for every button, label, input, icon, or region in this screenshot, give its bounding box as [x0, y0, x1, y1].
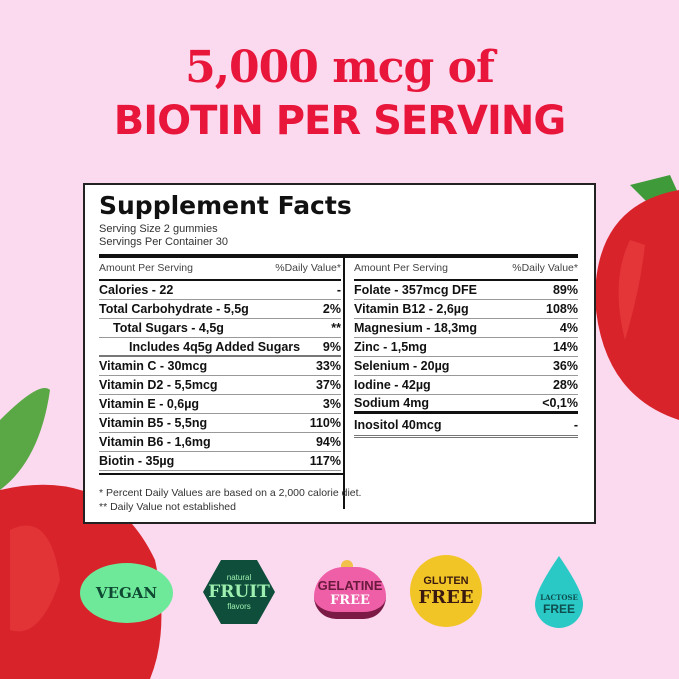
gluten-free-badge: GLUTEN FREE [410, 555, 482, 627]
nutrient-row: Selenium - 20µg 36% [354, 357, 578, 376]
amount-header: Amount Per Serving [99, 262, 193, 274]
nutrient-dv: 94% [315, 435, 341, 449]
natural-fruit-badge: natural FRUIT flavors [203, 560, 275, 624]
nutrient-row: Vitamin E - 0,6µg 3% [99, 395, 341, 414]
nutrient-row: Vitamin D2 - 5,5mcg 37% [99, 376, 341, 395]
nutrient-row: Folate - 357mcg DFE 89% [354, 281, 578, 300]
nutrient-row: Iodine - 42µg 28% [354, 376, 578, 395]
nutrient-name: Inositol 40mcg [354, 417, 442, 432]
nutrient-row: Sodium 4mg <0,1% [354, 395, 578, 414]
nutrient-dv: 2% [322, 302, 341, 316]
facts-title: Supplement Facts [99, 191, 352, 220]
nutrient-dv: 108% [546, 302, 578, 316]
nutrient-dv: 36% [552, 359, 578, 373]
amount-header: Amount Per Serving [354, 262, 448, 274]
nutrient-name: Total Carbohydrate - 5,5g [99, 302, 249, 316]
nutrient-row: Vitamin B6 - 1,6mg 94% [99, 433, 341, 452]
dv-header: %Daily Value* [512, 262, 578, 274]
footnote-not-established: ** Daily Value not established [99, 501, 236, 513]
vegan-badge: VEGAN [80, 563, 173, 623]
nutrient-dv: - [336, 283, 341, 297]
nutrient-name: Magnesium - 18,3mg [354, 321, 477, 335]
nutrient-row: Calories - 22 - [99, 281, 341, 300]
serving-size: Serving Size 2 gummies [99, 223, 218, 235]
facts-left-column: Amount Per Serving %Daily Value* Calories… [99, 257, 341, 471]
nutrient-name: Zinc - 1,5mg [354, 340, 427, 354]
nutrient-name: Total Sugars - 4,5g [113, 321, 224, 335]
lactose-free-badge: LACTOSE FREE [533, 556, 585, 630]
strawberry-right-image [595, 175, 679, 420]
nutrient-name: Vitamin B6 - 1,6mg [99, 435, 211, 449]
nutrient-name: Includes 4q5g Added Sugars [129, 339, 301, 354]
nutrient-dv: 14% [552, 340, 578, 354]
nutrient-dv: 89% [552, 283, 578, 297]
nutrient-name: Biotin - 35µg [99, 454, 175, 468]
nutrient-dv: 9% [322, 339, 341, 354]
strawberry-left-image [0, 388, 162, 679]
nutrient-dv: 33% [315, 359, 341, 373]
headline-line1: 5,000 mcg of [185, 42, 495, 93]
nutrient-name: Selenium - 20µg [354, 359, 450, 373]
nutrient-row: Includes 4q5g Added Sugars 9% [99, 338, 341, 357]
nutrient-name: Vitamin B5 - 5,5ng [99, 416, 208, 430]
nutrient-row: Vitamin C - 30mcg 33% [99, 357, 341, 376]
dv-header: %Daily Value* [275, 262, 341, 274]
nutrient-dv: 28% [552, 378, 578, 392]
nutrient-name: Calories - 22 [99, 283, 174, 297]
nutrient-row: Vitamin B12 - 2,6µg 108% [354, 300, 578, 319]
nutrient-dv: ** [331, 321, 341, 335]
supplement-facts-panel: Supplement Facts Serving Size 2 gummies … [83, 183, 596, 524]
facts-right-column: Amount Per Serving %Daily Value* Folate -… [354, 257, 578, 438]
nutrient-row: Magnesium - 18,3mg 4% [354, 319, 578, 338]
nutrient-dv: 110% [309, 416, 341, 430]
nutrient-row: Zinc - 1,5mg 14% [354, 338, 578, 357]
nutrient-name: Vitamin E - 0,6µg [99, 397, 200, 411]
servings-per-container: Servings Per Container 30 [99, 236, 229, 248]
nutrient-name: Vitamin D2 - 5,5mcg [99, 378, 218, 392]
nutrient-name: Folate - 357mcg DFE [354, 283, 477, 297]
headline-line2: BIOTIN PER SERVING [113, 98, 566, 144]
nutrient-row: Inositol 40mcg - [354, 414, 578, 438]
nutrient-row: Total Sugars - 4,5g ** [99, 319, 341, 338]
nutrient-name: Iodine - 42µg [354, 378, 431, 392]
nutrient-dv: - [573, 417, 578, 432]
nutrient-dv: 3% [322, 397, 341, 411]
gelatine-free-badge: GELATINE FREE [312, 560, 388, 620]
nutrient-dv: 37% [315, 378, 341, 392]
footnote-dv: * Percent Daily Values are based on a 2,… [99, 487, 362, 499]
nutrient-dv: 117% [309, 454, 341, 468]
nutrient-name: Vitamin C - 30mcg [99, 359, 208, 373]
nutrient-name: Sodium 4mg [354, 396, 430, 410]
nutrient-dv: <0,1% [542, 396, 578, 410]
nutrient-name: Vitamin B12 - 2,6µg [354, 302, 469, 316]
nutrient-dv: 4% [559, 321, 578, 335]
nutrient-row: Total Carbohydrate - 5,5g 2% [99, 300, 341, 319]
nutrient-row: Biotin - 35µg 117% [99, 452, 341, 471]
nutrient-row: Vitamin B5 - 5,5ng 110% [99, 414, 341, 433]
